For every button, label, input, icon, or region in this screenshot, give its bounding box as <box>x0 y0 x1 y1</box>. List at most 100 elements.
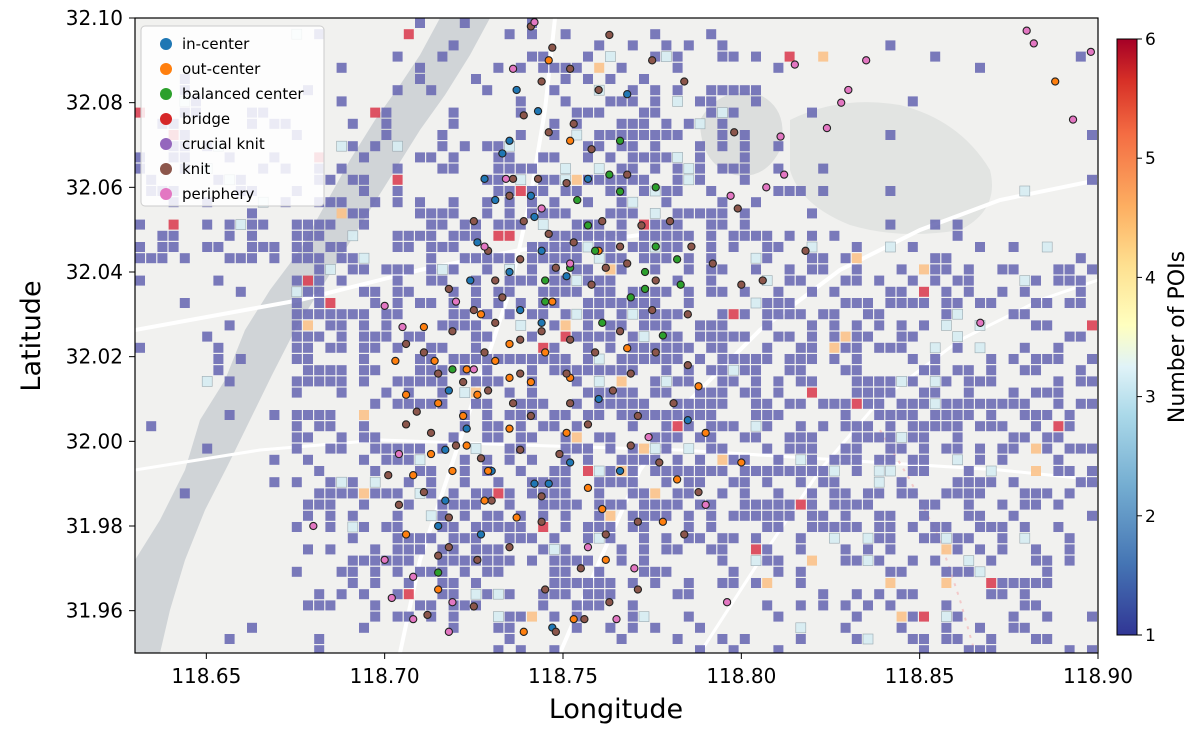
grid-cell <box>739 477 750 488</box>
grid-cell <box>739 331 750 342</box>
grid-cell <box>616 387 627 398</box>
grid-cell <box>403 555 414 566</box>
grid-cell <box>336 208 347 219</box>
point-knit <box>476 454 486 463</box>
grid-cell <box>695 208 705 219</box>
grid-cell <box>571 107 582 118</box>
grid-cell <box>415 398 425 409</box>
grid-cell <box>672 62 683 73</box>
grid-cell <box>650 286 661 297</box>
grid-cell <box>325 320 336 331</box>
grid-cell <box>952 298 963 308</box>
grid-cell <box>751 533 761 544</box>
grid-cell <box>683 342 694 353</box>
point-knit <box>565 335 575 344</box>
grid-cell <box>448 163 459 174</box>
grid-cell <box>683 264 694 275</box>
grid-cell <box>594 298 605 308</box>
grid-cell <box>885 342 896 353</box>
grid-cell <box>1031 275 1041 286</box>
grid-cell <box>179 488 190 499</box>
grid-cell <box>941 264 952 275</box>
grid-cell <box>963 275 974 286</box>
grid-cell <box>627 96 638 107</box>
grid-cell <box>571 242 582 252</box>
grid-cell <box>975 62 985 73</box>
grid-cell <box>1087 477 1097 488</box>
grid-cell <box>784 443 795 454</box>
grid-cell <box>929 376 941 387</box>
grid-cell <box>818 186 829 196</box>
grid-cell <box>807 432 817 443</box>
grid-cell <box>1087 611 1097 622</box>
grid-cell <box>314 275 325 286</box>
point-knit <box>565 399 575 408</box>
point-balanced-center <box>626 293 635 302</box>
grid-cell <box>683 421 694 432</box>
grid-cell <box>807 499 817 510</box>
point-in-center <box>537 246 546 255</box>
grid-cell <box>963 566 974 577</box>
point-out-center <box>480 496 489 505</box>
grid-cell <box>1019 398 1030 409</box>
grid-cell <box>728 421 739 432</box>
grid-cell <box>527 197 537 208</box>
grid-cell <box>807 466 817 476</box>
point-balanced-center <box>658 331 668 340</box>
point-out-center <box>544 56 553 65</box>
grid-cell <box>370 555 381 566</box>
grid-cell <box>1031 555 1041 566</box>
grid-cell <box>359 354 369 364</box>
grid-cell <box>784 331 795 342</box>
grid-cell <box>807 443 817 454</box>
grid-cell <box>594 62 605 73</box>
grid-cell <box>538 286 549 297</box>
point-in-center <box>462 424 471 433</box>
grid-cell <box>415 197 425 208</box>
grid-cell <box>751 387 761 398</box>
grid-cell <box>739 219 750 230</box>
grid-cell <box>941 622 952 633</box>
point-knit <box>605 598 614 607</box>
grid-cell <box>415 533 425 544</box>
grid-cell <box>560 454 571 465</box>
grid-cell <box>426 398 437 409</box>
x-tick-label: 118.70 <box>350 664 420 688</box>
grid-cell <box>650 264 661 275</box>
grid-cell <box>504 186 515 196</box>
grid-cell <box>930 410 941 420</box>
grid-cell <box>459 454 470 465</box>
grid-cell <box>325 197 336 208</box>
grid-cell <box>493 62 504 73</box>
grid-cell <box>986 298 997 308</box>
point-out-center <box>623 344 632 353</box>
grid-cell <box>1053 264 1064 275</box>
grid-cell <box>773 645 784 653</box>
grid-cell <box>952 219 963 230</box>
point-knit <box>737 280 746 289</box>
grid-cell <box>683 578 694 588</box>
grid-cell <box>515 398 526 409</box>
grid-cell <box>896 589 907 600</box>
grid-cell <box>1053 275 1064 286</box>
grid-cell <box>874 387 885 398</box>
poi-grid-cells <box>135 18 1097 653</box>
grid-cell <box>762 510 773 521</box>
grid-cell <box>560 230 571 241</box>
grid-cell <box>583 298 593 308</box>
grid-cell <box>448 354 459 364</box>
grid-cell <box>504 253 515 264</box>
point-in-center <box>491 195 500 205</box>
grid-cell <box>493 555 504 566</box>
point-out-center <box>491 356 500 366</box>
grid-cell <box>986 410 997 420</box>
grid-cell <box>773 331 784 342</box>
point-balanced-center <box>590 246 600 255</box>
point-out-center <box>512 513 521 522</box>
grid-cell <box>672 275 683 286</box>
grid-cell <box>571 129 583 141</box>
grid-cell <box>403 443 414 454</box>
grid-cell <box>807 387 817 398</box>
grid-cell <box>627 510 638 521</box>
grid-cell <box>336 140 347 152</box>
